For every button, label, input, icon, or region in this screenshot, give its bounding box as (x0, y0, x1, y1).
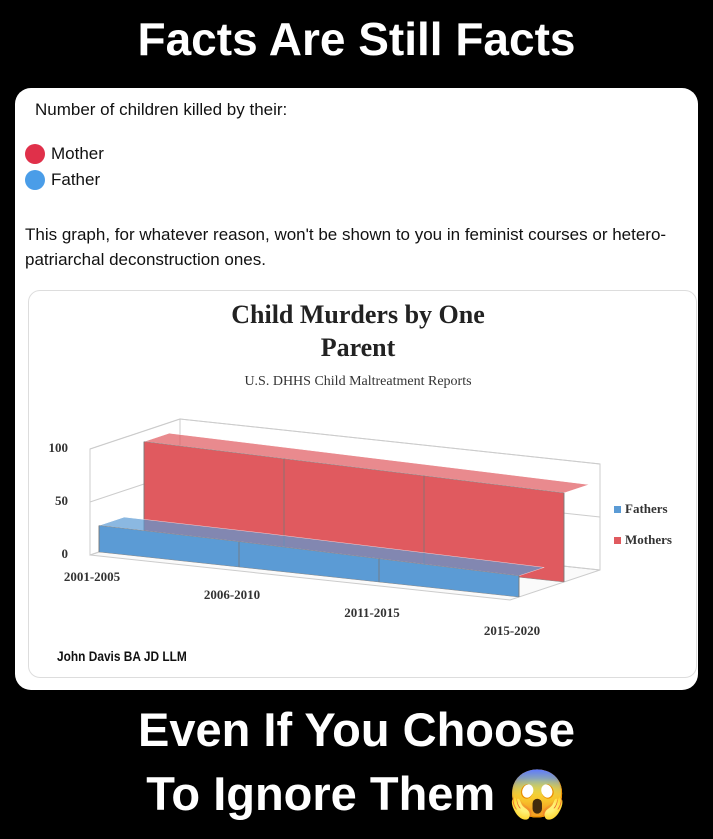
post-legend-item: Father (25, 170, 100, 190)
y-tick-label: 50 (55, 493, 68, 508)
chart-annotation: John Davis BA JD LLM (57, 648, 187, 664)
legend-label: Mothers (625, 532, 672, 547)
footer-line: Even If You Choose (138, 703, 575, 756)
post-legend-item: Mother (25, 144, 104, 164)
post-text: This graph, for whatever reason, won't b… (25, 225, 667, 269)
chart-frame (28, 290, 697, 678)
legend-dot (25, 144, 45, 164)
post-intro: Number of children killed by their: (35, 100, 288, 119)
legend-swatch (614, 537, 621, 544)
legend-label: Fathers (625, 501, 668, 516)
post-card: Number of children killed by their: Moth… (15, 88, 698, 690)
legend-dot (25, 170, 45, 190)
header-title: Facts Are Still Facts (137, 13, 576, 65)
grid-line (89, 418, 601, 465)
x-tick-label: 2006-2010 (204, 587, 260, 602)
y-tick-label: 0 (62, 546, 69, 561)
footer-line: To Ignore Them 😱 (146, 767, 567, 820)
x-tick-label: 2001-2005 (64, 569, 121, 584)
legend-label: Father (51, 170, 101, 189)
legend-swatch (614, 506, 621, 513)
chart-title: Child Murders by One Parent (231, 300, 485, 362)
x-tick-label: 2015-2020 (484, 623, 540, 638)
legend-label: Mother (51, 144, 104, 163)
y-tick-label: 100 (49, 440, 69, 455)
x-tick-label: 2011-2015 (344, 605, 400, 620)
chart-subtitle: U.S. DHHS Child Maltreatment Reports (244, 374, 472, 389)
